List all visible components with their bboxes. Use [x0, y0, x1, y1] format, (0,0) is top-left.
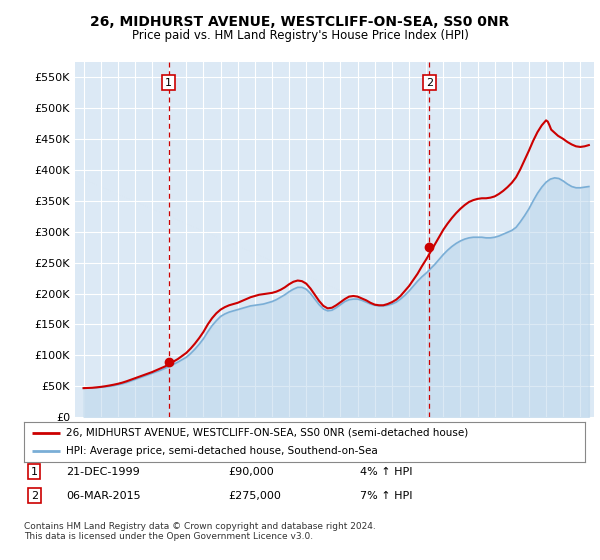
Text: 7% ↑ HPI: 7% ↑ HPI — [360, 491, 413, 501]
Text: £275,000: £275,000 — [228, 491, 281, 501]
Text: 26, MIDHURST AVENUE, WESTCLIFF-ON-SEA, SS0 0NR: 26, MIDHURST AVENUE, WESTCLIFF-ON-SEA, S… — [91, 15, 509, 29]
Text: 26, MIDHURST AVENUE, WESTCLIFF-ON-SEA, SS0 0NR (semi-detached house): 26, MIDHURST AVENUE, WESTCLIFF-ON-SEA, S… — [66, 428, 469, 437]
Text: 1: 1 — [31, 466, 38, 477]
Text: HPI: Average price, semi-detached house, Southend-on-Sea: HPI: Average price, semi-detached house,… — [66, 446, 378, 456]
Text: 4% ↑ HPI: 4% ↑ HPI — [360, 466, 413, 477]
Text: 21-DEC-1999: 21-DEC-1999 — [66, 466, 140, 477]
Text: Contains HM Land Registry data © Crown copyright and database right 2024.
This d: Contains HM Land Registry data © Crown c… — [24, 522, 376, 542]
Text: £90,000: £90,000 — [228, 466, 274, 477]
Text: 06-MAR-2015: 06-MAR-2015 — [66, 491, 140, 501]
Text: Price paid vs. HM Land Registry's House Price Index (HPI): Price paid vs. HM Land Registry's House … — [131, 29, 469, 42]
Text: 2: 2 — [425, 78, 433, 87]
Text: 1: 1 — [165, 78, 172, 87]
Text: 2: 2 — [31, 491, 38, 501]
